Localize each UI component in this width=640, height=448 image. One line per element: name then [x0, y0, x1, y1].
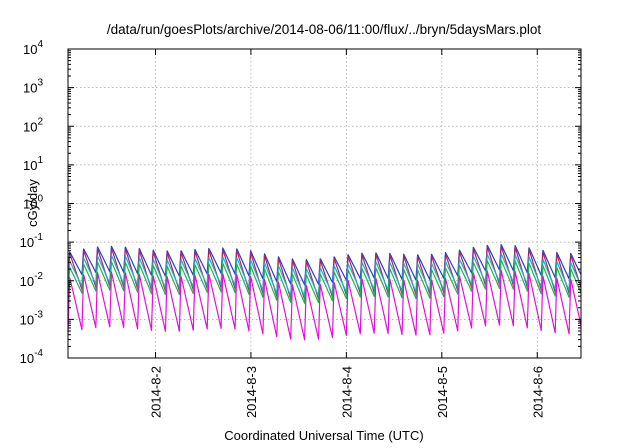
y-tick-exponent: 2 [37, 116, 43, 127]
grid [68, 48, 581, 359]
y-tick-base: 10 [20, 351, 34, 366]
x-tick-label: 2014-8-2 [148, 366, 163, 418]
y-tick-exponent: -3 [34, 309, 43, 320]
y-tick-base: 10 [23, 81, 37, 96]
y-tick-label: 10-4 [20, 348, 44, 366]
y-tick-base: 10 [23, 42, 37, 57]
y-tick-label: 101 [23, 155, 43, 173]
x-axis: 2014-8-2 2014-8-3 2014-8-4 2014-8-5 2014-8-6 [148, 49, 545, 418]
y-tick-exponent: -4 [34, 348, 43, 359]
y-tick-base: 10 [20, 312, 34, 327]
x-tick-label: 2014-8-5 [435, 366, 450, 418]
y-tick-label: 103 [23, 78, 43, 96]
y-tick-label: 10-1 [20, 232, 44, 250]
y-axis-label: cGy/day [25, 179, 40, 227]
series-line [67, 245, 582, 301]
y-tick-label: 102 [23, 116, 43, 134]
y-tick-base: 10 [20, 235, 34, 250]
x-tick-label: 2014-8-3 [244, 366, 259, 418]
chart-title: /data/run/goesPlots/archive/2014-08-06/1… [107, 22, 541, 37]
y-tick-base: 10 [23, 119, 37, 134]
x-tick-label: 2014-8-4 [339, 366, 354, 418]
y-tick-base: 10 [23, 197, 37, 212]
series-line [67, 259, 582, 304]
y-tick-exponent: -1 [34, 232, 43, 243]
y-tick-base: 10 [20, 274, 34, 289]
y-tick-exponent: 1 [37, 155, 43, 166]
y-tick-exponent: 4 [37, 39, 43, 50]
series-line [67, 269, 582, 341]
y-tick-label: 10-3 [20, 309, 44, 327]
y-tick-label: 10-2 [20, 271, 44, 289]
y-tick-exponent: 3 [37, 78, 43, 89]
y-tick-base: 10 [23, 158, 37, 173]
y-tick-label: 100 [23, 194, 43, 212]
x-tick-label: 2014-8-6 [530, 366, 545, 418]
series-group [67, 244, 582, 341]
x-axis-label: Coordinated Universal Time (UTC) [224, 428, 423, 443]
y-tick-exponent: -2 [34, 271, 43, 282]
y-tick-label: 104 [23, 39, 43, 57]
series-line [67, 244, 582, 286]
series-line [67, 253, 582, 298]
y-tick-exponent: 0 [37, 194, 43, 205]
